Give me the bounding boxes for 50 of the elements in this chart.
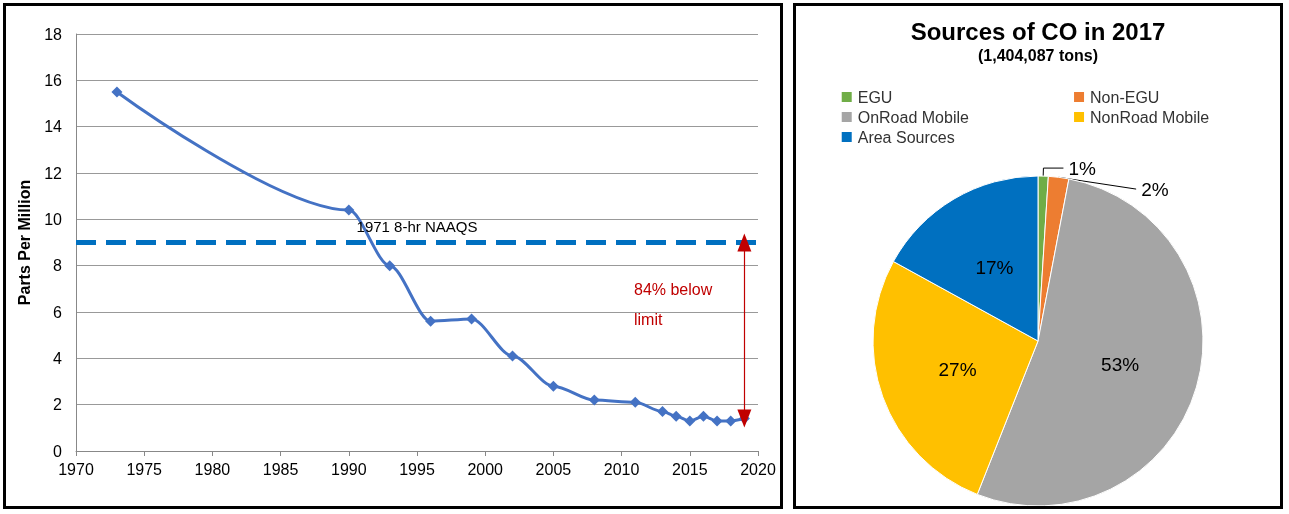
point [425, 315, 437, 327]
x-tick-label: 1980 [194, 460, 231, 478]
point [111, 86, 123, 98]
point [670, 410, 682, 422]
legend-label: NonRoad Mobile [1090, 108, 1210, 126]
annotation: 84% below limit [634, 280, 717, 328]
x-tick-label: 2010 [603, 460, 640, 478]
legend-label: Area Sources [857, 128, 955, 146]
y-tick-label: 4 [53, 349, 63, 367]
point [466, 313, 478, 325]
chart-title: Sources of CO in 2017 [910, 17, 1166, 45]
point [629, 396, 641, 408]
x-tick-label: 2015 [672, 460, 708, 478]
x-tick-label: 1990 [331, 460, 367, 478]
y-tick-label: 12 [44, 164, 63, 182]
y-tick-label: 18 [44, 25, 63, 43]
x-tick-label: 2005 [535, 460, 572, 478]
point [506, 350, 518, 362]
x-tick-label: 2020 [740, 460, 776, 478]
legend-label: Non-EGU [1090, 88, 1160, 106]
y-axis-title: Parts Per Million [15, 179, 33, 306]
y-tick-label: 10 [44, 210, 63, 228]
point [547, 380, 559, 392]
x-tick-label: 1970 [58, 460, 94, 478]
y-tick-label: 6 [53, 303, 63, 321]
point [711, 415, 723, 427]
y-tick-label: 14 [44, 118, 63, 136]
data-label: 17% [975, 256, 1014, 278]
data-label: 53% [1101, 354, 1140, 376]
y-tick-label: 0 [53, 442, 63, 460]
point [588, 394, 600, 406]
chart-subtitle: (1,404,087 tons) [977, 46, 1099, 64]
data-label: 1% [1068, 157, 1096, 179]
point [343, 204, 355, 216]
data-label: 2% [1141, 178, 1169, 200]
data-label: 27% [938, 359, 977, 381]
y-tick-label: 8 [53, 257, 63, 275]
point [697, 410, 709, 422]
point [657, 406, 669, 418]
legend-label: EGU [857, 88, 893, 106]
y-tick-label: 16 [44, 71, 63, 89]
point [684, 415, 696, 427]
point [384, 260, 396, 272]
x-tick-label: 1975 [126, 460, 163, 478]
x-tick-label: 1995 [399, 460, 435, 478]
legend-label: OnRoad Mobile [857, 108, 969, 126]
y-tick-label: 2 [53, 396, 63, 414]
x-tick-label: 1985 [262, 460, 299, 478]
point [725, 415, 737, 427]
x-tick-label: 2000 [467, 460, 504, 478]
